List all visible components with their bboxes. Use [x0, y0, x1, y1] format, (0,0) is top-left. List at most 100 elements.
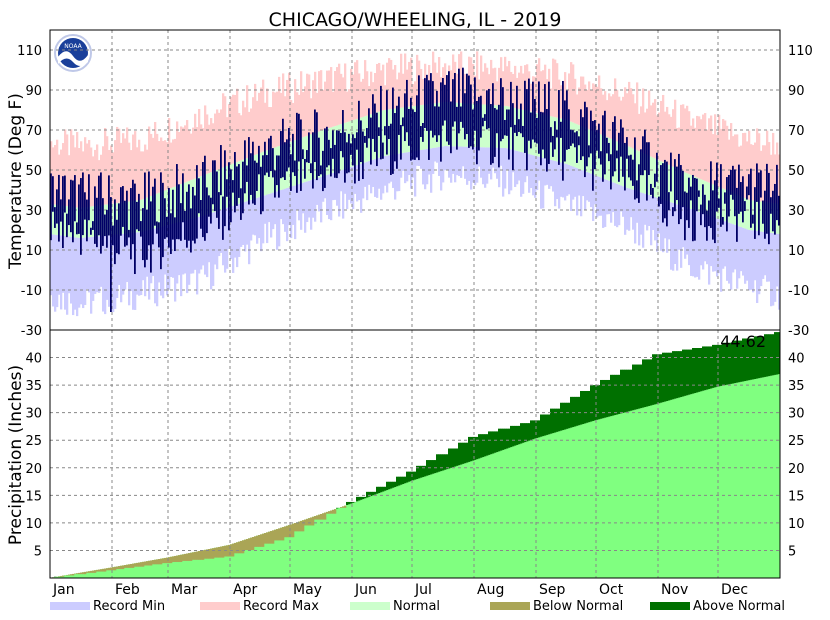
record-max-bar — [140, 151, 143, 200]
above-normal-bar — [548, 414, 551, 435]
observed-temp-bar — [612, 121, 614, 177]
normal-precip-bar — [176, 555, 179, 578]
normal-precip-bar — [736, 382, 739, 578]
normal-precip-bar — [746, 380, 749, 578]
above-normal-bar — [742, 338, 745, 382]
observed-temp-bar — [698, 190, 700, 197]
below-normal-bar — [92, 570, 95, 573]
above-normal-bar — [738, 340, 741, 383]
observed-temp-bar — [244, 140, 246, 194]
month-label: Oct — [599, 582, 624, 598]
normal-precip-bar — [548, 434, 551, 578]
record-max-bar — [608, 93, 611, 139]
observed-temp-bar — [382, 142, 384, 159]
above-normal-bar — [600, 379, 603, 419]
above-normal-bar — [660, 354, 663, 403]
normal-precip-bar — [196, 551, 199, 578]
above-normal-bar — [630, 369, 633, 411]
normal-precip-bar — [238, 541, 241, 578]
record-min-bar — [230, 206, 233, 260]
observed-temp-bar — [272, 148, 274, 178]
record-max-bar — [388, 58, 391, 110]
above-normal-bar — [640, 364, 643, 409]
above-normal-bar — [520, 423, 523, 444]
record-max-bar — [88, 139, 91, 207]
normal-range-bar — [402, 107, 405, 153]
record-max-bar — [174, 138, 177, 187]
normal-precip-bar — [632, 410, 635, 578]
record-max-bar — [616, 89, 619, 142]
observed-temp-bar — [200, 199, 202, 229]
record-min-bar — [508, 148, 511, 195]
observed-temp-bar — [570, 129, 572, 146]
record-max-bar — [694, 127, 697, 177]
record-min-bar — [326, 174, 329, 215]
normal-range-bar — [644, 154, 647, 194]
below-normal-bar — [324, 512, 327, 520]
record-min-bar — [618, 184, 621, 226]
normal-precip-bar — [756, 378, 759, 578]
observed-temp-bar — [356, 132, 358, 150]
record-min-bar — [532, 155, 535, 196]
normal-precip-bar — [288, 525, 291, 578]
record-max-bar — [744, 132, 747, 199]
observed-temp-bar — [504, 119, 506, 136]
record-min-bar — [208, 213, 211, 263]
above-normal-bar — [540, 414, 543, 437]
normal-precip-bar — [648, 405, 651, 578]
normal-precip-series — [50, 374, 781, 578]
record-max-bar — [434, 62, 437, 104]
below-normal-bar — [290, 524, 293, 538]
above-normal-bar — [750, 338, 753, 380]
record-min-bar — [86, 237, 89, 290]
record-max-bar — [246, 85, 249, 159]
observed-temp-bar — [208, 195, 210, 217]
below-normal-bar — [204, 549, 207, 559]
observed-temp-bar — [740, 182, 742, 212]
observed-temp-bar — [312, 132, 314, 189]
normal-precip-bar — [612, 415, 615, 578]
above-normal-bar — [390, 481, 393, 489]
observed-temp-bar — [230, 169, 232, 223]
normal-precip-bar — [272, 530, 275, 578]
record-min-bar — [722, 220, 725, 269]
above-normal-bar — [762, 336, 765, 378]
above-normal-bar — [698, 348, 701, 392]
observed-temp-bar — [768, 172, 770, 245]
normal-precip-bar — [152, 560, 155, 578]
normal-precip-bar — [596, 419, 599, 578]
month-axis: Jan Feb Mar Apr May Jun Jul Aug Sep Oct Nov Dec — [52, 582, 748, 598]
record-max-bar — [368, 86, 371, 115]
normal-precip-bar — [62, 575, 65, 578]
temp-tick-left: -10 — [21, 284, 42, 299]
normal-precip-bar — [350, 503, 353, 578]
observed-temp-bar — [712, 190, 714, 240]
record-min-bar — [302, 182, 305, 214]
record-min-bar — [626, 187, 629, 230]
normal-precip-bar — [464, 463, 467, 578]
record-max-bar — [258, 92, 261, 154]
record-max-bar — [288, 72, 291, 143]
observed-temp-bar — [614, 116, 616, 172]
precipitation-total-label: 44.62 — [720, 332, 766, 351]
observed-temp-bar — [300, 119, 302, 191]
normal-precip-bar — [416, 479, 419, 578]
record-max-bar — [212, 123, 215, 172]
record-min-bar — [332, 172, 335, 201]
record-max-bar — [582, 76, 585, 127]
record-min-bar — [308, 180, 311, 218]
observed-temp-bar — [430, 73, 432, 131]
record-min-bar — [574, 167, 577, 197]
above-normal-bar — [592, 385, 595, 421]
normal-precip-bar — [412, 480, 415, 578]
normal-range-bar — [218, 169, 221, 211]
normal-precip-bar — [116, 566, 119, 578]
record-min-bar — [452, 146, 455, 174]
normal-precip-bar — [438, 471, 441, 578]
above-normal-bar — [550, 408, 553, 434]
record-max-bar — [102, 146, 105, 205]
observed-temp-bar — [368, 108, 370, 139]
observed-temp-bar — [140, 221, 142, 237]
normal-precip-bar — [88, 571, 91, 578]
record-max-bar — [310, 98, 313, 135]
